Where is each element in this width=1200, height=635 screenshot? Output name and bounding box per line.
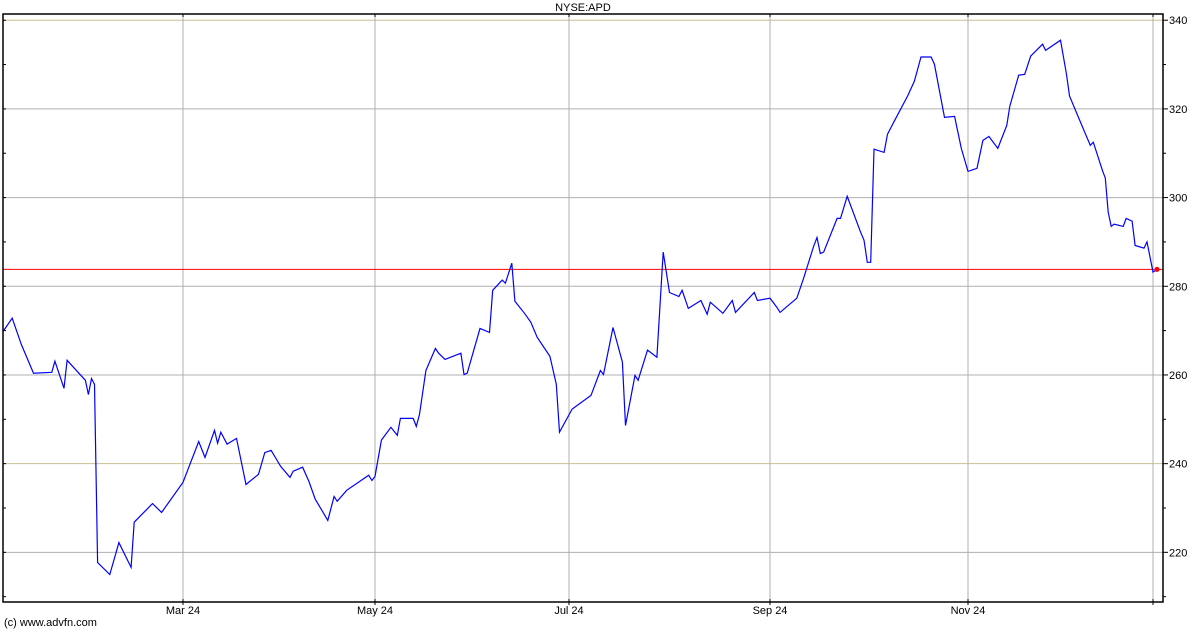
x-axis: Mar 24 May 24 Jul 24 Sep 24 Nov 24 — [166, 14, 1154, 617]
y-tick-label: 320 — [1169, 104, 1187, 116]
x-tick-label: Sep 24 — [753, 605, 788, 617]
grid — [3, 14, 1163, 602]
chart-title: NYSE:APD — [555, 2, 611, 14]
x-tick-label: May 24 — [357, 605, 393, 617]
plot-frame — [2, 13, 1164, 603]
y-tick-label: 260 — [1169, 370, 1187, 382]
price-series-line — [2, 39, 1158, 576]
y-tick-label: 340 — [1169, 15, 1187, 27]
y-tick-label: 240 — [1169, 459, 1187, 471]
y-tick-label: 280 — [1169, 281, 1187, 293]
y-axis: 220 240 260 280 300 320 340 — [3, 15, 1187, 598]
x-tick-label: Jul 24 — [554, 605, 583, 617]
last-price-marker — [1154, 266, 1160, 272]
x-tick-label: Mar 24 — [166, 605, 200, 617]
y-tick-label: 300 — [1169, 193, 1187, 205]
copyright-footer: (c) www.advfn.com — [4, 617, 97, 629]
x-tick-label: Nov 24 — [951, 605, 986, 617]
y-tick-label: 220 — [1169, 547, 1187, 559]
